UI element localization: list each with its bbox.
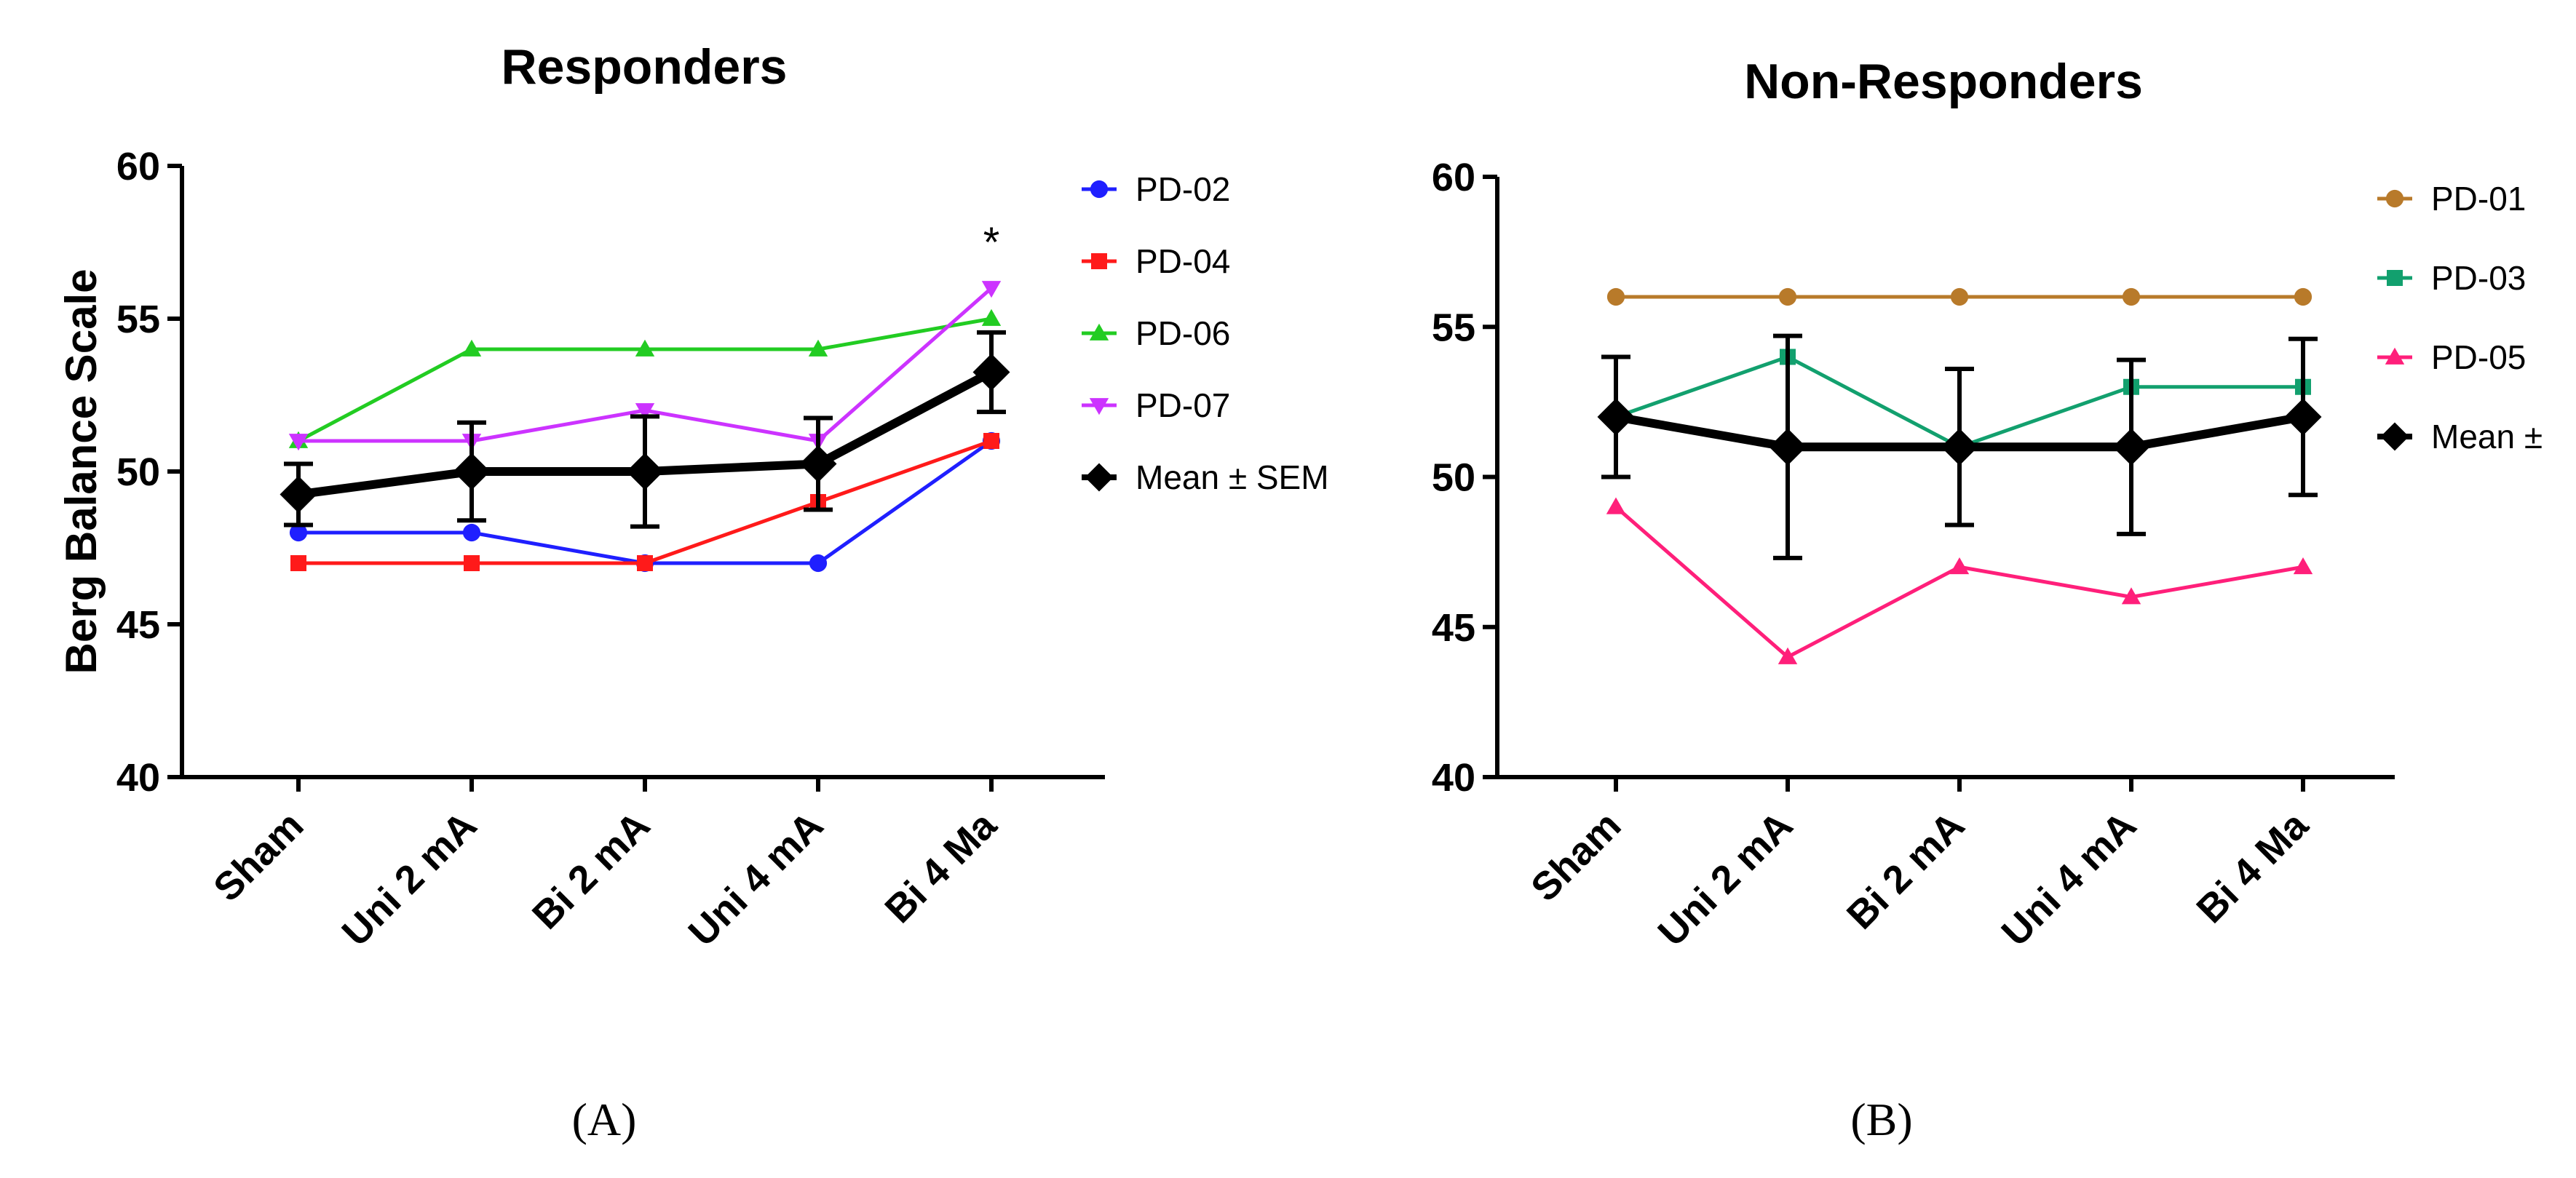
data-point [799,445,837,482]
x-tick-label: Bi 4 Ma [2188,803,2317,931]
data-point [2293,557,2313,575]
data-point [2121,587,2141,605]
legend-marker [2380,422,2409,451]
legend-item-mean-sem: Mean ± SEM [1082,458,1329,496]
legend-item-pd-04: PD-04 [1082,242,1230,280]
x-tick-label: Bi 4 Ma [876,803,1005,931]
y-tick-label: 60 [1432,156,1475,199]
data-point [1778,647,1798,664]
data-point [1941,428,1978,466]
series-pd-04 [290,433,999,571]
data-point [1597,398,1635,436]
series-mean [1597,333,2322,560]
data-point [981,309,1002,326]
chart-title: Non-Responders [1744,54,2143,109]
legend-label: PD-05 [2431,338,2526,376]
series-pd-05 [1606,497,2313,664]
x-tick-label: Sham [1523,803,1629,910]
data-point [809,554,828,573]
data-point [288,434,309,451]
data-point [1949,557,1970,575]
legend-item-pd-05: PD-05 [2377,338,2526,376]
data-point [1950,287,1969,306]
data-point [290,555,306,571]
legend-marker [2385,347,2405,365]
series-line [1614,505,2304,659]
x-tick-label: Uni 4 mA [681,803,832,955]
y-axis-label: Berg Balance Scale [57,269,106,674]
data-point [2294,287,2313,306]
data-point [983,433,999,449]
data-point [637,555,653,571]
data-point [635,403,655,421]
y-tick-label: 60 [116,145,160,188]
legend-label: PD-01 [2431,180,2526,218]
y-tick-label: 45 [1432,606,1475,650]
data-point [464,555,480,571]
data-point [1769,428,1807,466]
legend-marker [2387,270,2403,286]
legend-item-pd-02: PD-02 [1082,170,1230,208]
legend-item-pd-07: PD-07 [1082,386,1230,424]
legend-marker [2385,189,2404,208]
legend-label: PD-03 [2431,259,2526,297]
data-point [461,339,482,357]
chart-title: Responders [502,39,788,95]
y-tick-label: 40 [1432,756,1475,800]
legend-item-pd-06: PD-06 [1082,314,1230,352]
data-point [626,453,664,490]
data-point [1778,287,1797,306]
y-tick-label: 40 [116,756,160,800]
legend-marker [1085,463,1114,492]
chart-panel-non-responders: Non-Responders 40 45 50 55 60 Sham Uni 2 mA Bi 2… [1432,54,2543,1145]
legend-marker [1089,323,1109,341]
legend-label: PD-06 [1136,314,1230,352]
data-point [1606,497,1626,514]
data-point [981,281,1002,298]
y-tick-label: 55 [1432,306,1475,349]
legend-marker [1090,180,1109,199]
legend-item-pd-01: PD-01 [2377,180,2526,218]
data-point [462,523,481,542]
series-pd-06 [288,309,1002,448]
data-point [972,354,1010,391]
legend-item-pd-03: PD-03 [2377,259,2526,297]
data-point [808,339,828,357]
data-point [1606,287,1625,306]
series-pd-01 [1606,287,2313,306]
data-point [2122,287,2141,306]
y-tick-label: 50 [116,450,160,494]
legend-marker [1091,253,1107,269]
x-tick-label: Bi 2 mA [524,803,659,938]
y-tick-label: 55 [116,298,160,341]
y-tick-label: 45 [116,603,160,647]
data-point [635,339,655,357]
legend-label: Mean ± SEM [1136,458,1329,496]
data-point [289,523,308,542]
data-point [2112,428,2150,466]
data-point [280,476,317,513]
panel-label: (B) [1850,1094,1912,1145]
x-tick-label: Uni 2 mA [1650,803,1802,955]
y-tick-label: 50 [1432,456,1475,500]
significance-marker: * [983,219,1000,266]
legend-label: PD-02 [1136,170,1230,208]
series-mean-sem [280,330,1010,529]
data-point [2284,398,2322,436]
legend-label: PD-04 [1136,242,1230,280]
x-tick-label: Uni 4 mA [1994,803,2145,955]
x-tick-label: Sham [205,803,312,910]
x-tick-label: Uni 2 mA [334,803,486,955]
legend-label: Mean ± [2431,418,2543,455]
panel-label: (A) [572,1094,637,1145]
data-point [453,453,491,490]
legend-item-mean: Mean ± [2377,418,2543,455]
x-tick-label: Bi 2 mA [1839,803,1973,938]
legend-label: PD-07 [1136,386,1230,424]
legend-marker [1089,398,1109,415]
chart-panel-responders: Responders 40 45 50 55 60 Sham Uni 2 mA Bi 2 mA U… [57,39,1329,1145]
